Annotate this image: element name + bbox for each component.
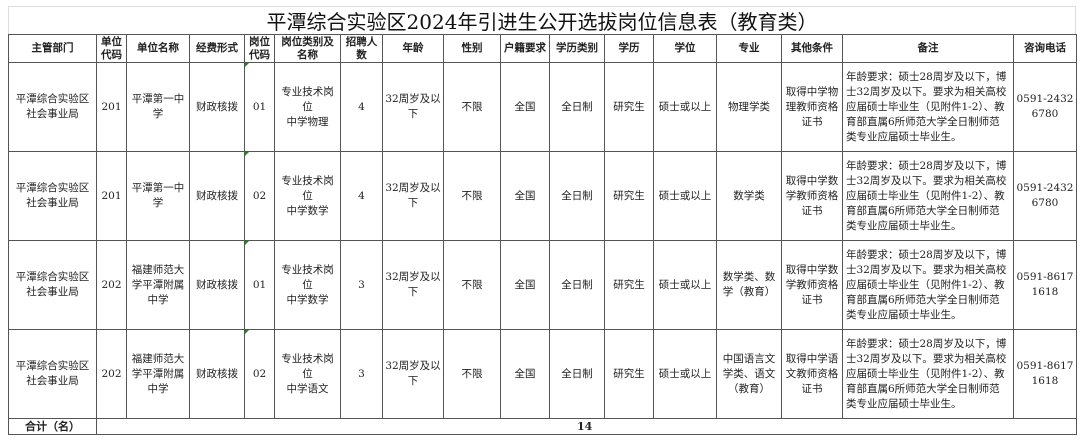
table-cell[interactable]: 3	[340, 329, 383, 419]
table-cell[interactable]: 02	[244, 151, 275, 241]
table-cell[interactable]: 平潭综合实验区社会事业局	[8, 62, 97, 152]
table-cell[interactable]: 不限	[443, 151, 501, 241]
table-cell[interactable]: 0591-24326780	[1013, 151, 1077, 241]
table-cell[interactable]: 202	[96, 329, 127, 419]
table-cell[interactable]: 不限	[443, 329, 501, 419]
column-header[interactable]: 单位代码	[96, 34, 127, 63]
table-cell[interactable]: 不限	[443, 62, 501, 152]
table-cell[interactable]: 全日制	[549, 62, 605, 152]
page-title: 平潭综合实验区2024年引进生公开选拔岗位信息表（教育类）	[8, 6, 1076, 34]
table-cell[interactable]: 福建师范大学平潭附属中学	[126, 329, 190, 419]
column-header[interactable]: 学历类别	[549, 34, 605, 63]
table-cell[interactable]: 不限	[443, 240, 501, 330]
table-cell[interactable]: 福建师范大学平潭附属中学	[126, 240, 190, 330]
table-cell[interactable]: 全国	[500, 62, 550, 152]
table-cell[interactable]: 财政核拨	[189, 329, 245, 419]
table-cell[interactable]: 中国语言文学类、语文（教育）	[716, 329, 782, 419]
column-header[interactable]: 招聘人数	[340, 34, 383, 63]
table-cell[interactable]: 研究生	[604, 151, 654, 241]
table-cell[interactable]: 01	[244, 62, 275, 152]
table-row: 平潭综合实验区社会事业局 201 平潭第一中学 财政核拨 02 专业技术岗位 中学数学 4 3…	[8, 151, 1077, 241]
table-cell[interactable]: 专业技术岗位 中学数学	[274, 240, 341, 330]
table-cell[interactable]: 数学类、数学（教育）	[716, 240, 782, 330]
table-cell[interactable]: 取得中学数学教师资格证书	[781, 151, 843, 241]
total-value[interactable]: 14	[96, 418, 1077, 435]
column-header[interactable]: 年龄	[382, 34, 444, 63]
table-row: 平潭综合实验区社会事业局 202 福建师范大学平潭附属中学 财政核拨 01 专业技术岗位 …	[8, 240, 1077, 330]
table-row: 平潭综合实验区社会事业局 201 平潭第一中学 财政核拨 01 专业技术岗位 中学物理 4 3…	[8, 62, 1077, 152]
table-cell[interactable]: 0591-86171618	[1013, 240, 1077, 330]
table-cell[interactable]: 全日制	[549, 329, 605, 419]
table-cell[interactable]: 物理学类	[716, 62, 782, 152]
table-cell[interactable]: 硕士或以上	[653, 240, 717, 330]
table-cell[interactable]: 研究生	[604, 240, 654, 330]
table-cell[interactable]: 全日制	[549, 240, 605, 330]
column-header[interactable]: 学位	[653, 34, 717, 63]
table-cell[interactable]: 年龄要求：硕士28周岁及以下，博士32周岁及以下。要求为相关高校应届硕士毕业生（…	[842, 240, 1014, 330]
column-header[interactable]: 经费形式	[189, 34, 245, 63]
spreadsheet: 平潭综合实验区2024年引进生公开选拔岗位信息表（教育类） 主管部门 单位代码 单位…	[8, 6, 1077, 435]
table-cell[interactable]: 取得中学物理教师资格证书	[781, 62, 843, 152]
table-cell[interactable]: 财政核拨	[189, 151, 245, 241]
table-cell[interactable]: 0591-86171618	[1013, 329, 1077, 419]
table-cell[interactable]: 研究生	[604, 329, 654, 419]
table-cell[interactable]: 02	[244, 329, 275, 419]
table-cell[interactable]: 全国	[500, 240, 550, 330]
table-row: 平潭综合实验区社会事业局 202 福建师范大学平潭附属中学 财政核拨 02 专业技术岗位 …	[8, 329, 1077, 419]
column-header[interactable]: 岗位类别及名称	[274, 34, 341, 63]
table-cell[interactable]: 平潭综合实验区社会事业局	[8, 329, 97, 419]
table-cell[interactable]: 取得中学数学教师资格证书	[781, 240, 843, 330]
table-cell[interactable]: 0591-24326780	[1013, 62, 1077, 152]
table-cell[interactable]: 年龄要求：硕士28周岁及以下，博士32周岁及以下。要求为相关高校应届硕士毕业生（…	[842, 151, 1014, 241]
table-cell[interactable]: 全国	[500, 329, 550, 419]
table-cell[interactable]: 201	[96, 151, 127, 241]
table-cell[interactable]: 平潭第一中学	[126, 151, 190, 241]
table-cell[interactable]: 201	[96, 62, 127, 152]
column-header[interactable]: 其他条件	[781, 34, 843, 63]
table-cell[interactable]: 财政核拨	[189, 240, 245, 330]
table-cell[interactable]: 专业技术岗位 中学语文	[274, 329, 341, 419]
table-cell[interactable]: 年龄要求：硕士28周岁及以下，博士32周岁及以下。要求为相关高校应届硕士毕业生（…	[842, 329, 1014, 419]
table-cell[interactable]: 202	[96, 240, 127, 330]
column-header[interactable]: 专业	[716, 34, 782, 63]
table-cell[interactable]: 专业技术岗位 中学物理	[274, 62, 341, 152]
table-cell[interactable]: 财政核拨	[189, 62, 245, 152]
table-cell[interactable]: 硕士或以上	[653, 151, 717, 241]
table-cell[interactable]: 硕士或以上	[653, 329, 717, 419]
total-row: 合计（名） 14	[8, 418, 1077, 435]
table-cell[interactable]: 硕士或以上	[653, 62, 717, 152]
table-cell[interactable]: 平潭综合实验区社会事业局	[8, 151, 97, 241]
positions-table: 主管部门 单位代码 单位名称 经费形式 岗位代码 岗位类别及名称 招聘人数 年龄 性别 户籍要求学…	[8, 34, 1077, 435]
total-label[interactable]: 合计（名）	[8, 418, 97, 435]
table-cell[interactable]: 32周岁及以下	[382, 151, 444, 241]
table-cell[interactable]: 01	[244, 240, 275, 330]
table-cell[interactable]: 专业技术岗位 中学数学	[274, 151, 341, 241]
column-header[interactable]: 单位名称	[126, 34, 190, 63]
table-cell[interactable]: 4	[340, 62, 383, 152]
table-cell[interactable]: 全日制	[549, 151, 605, 241]
table-cell[interactable]: 全国	[500, 151, 550, 241]
table-cell[interactable]: 取得中学语文教师资格证书	[781, 329, 843, 419]
table-cell[interactable]: 年龄要求：硕士28周岁及以下，博士32周岁及以下。要求为相关高校应届硕士毕业生（…	[842, 62, 1014, 152]
column-header[interactable]: 岗位代码	[244, 34, 275, 63]
table-cell[interactable]: 32周岁及以下	[382, 329, 444, 419]
column-header[interactable]: 咨询电话	[1013, 34, 1077, 63]
table-cell[interactable]: 32周岁及以下	[382, 240, 444, 330]
table-cell[interactable]: 32周岁及以下	[382, 62, 444, 152]
column-header[interactable]: 主管部门	[8, 34, 97, 63]
column-header[interactable]: 性别	[443, 34, 501, 63]
column-header[interactable]: 学历	[604, 34, 654, 63]
column-header[interactable]: 备注	[842, 34, 1014, 63]
column-header[interactable]: 户籍要求	[500, 34, 550, 63]
table-cell[interactable]: 研究生	[604, 62, 654, 152]
table-cell[interactable]: 3	[340, 240, 383, 330]
table-cell[interactable]: 数学类	[716, 151, 782, 241]
header-row: 主管部门 单位代码 单位名称 经费形式 岗位代码 岗位类别及名称 招聘人数 年龄 性别 户籍要求学…	[8, 34, 1077, 63]
table-cell[interactable]: 平潭综合实验区社会事业局	[8, 240, 97, 330]
table-cell[interactable]: 平潭第一中学	[126, 62, 190, 152]
table-cell[interactable]: 4	[340, 151, 383, 241]
